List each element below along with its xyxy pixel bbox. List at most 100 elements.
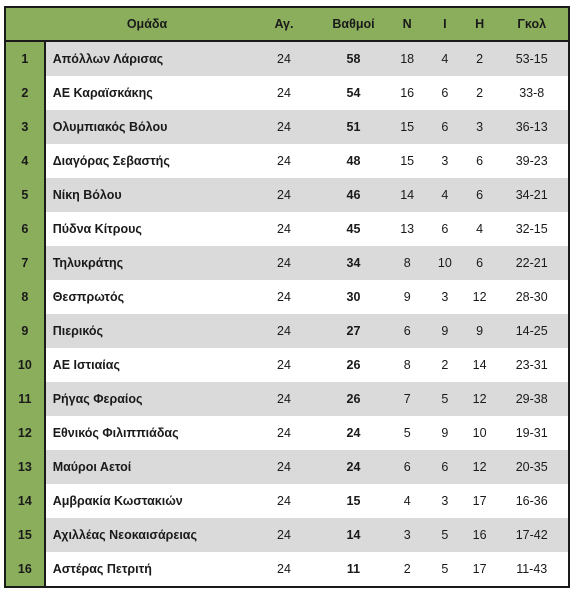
table-row: 13 Μαύροι Αετοί 24 24 6 6 12 20-35 <box>5 450 569 484</box>
cell-losses: 9 <box>463 314 496 348</box>
cell-position: 7 <box>5 246 46 280</box>
standings-table: Ομάδα Αγ. Βαθμοί Ν Ι Η Γκολ 1 Απόλλων Λάρ… <box>4 6 570 588</box>
cell-draws: 4 <box>426 41 464 76</box>
cell-losses: 6 <box>463 144 496 178</box>
cell-games-played: 24 <box>249 416 319 450</box>
cell-losses: 17 <box>463 552 496 587</box>
cell-team: Αχιλλέας Νεοκαισάρειας <box>44 518 250 552</box>
standings-header: Ομάδα Αγ. Βαθμοί Ν Ι Η Γκολ <box>5 7 569 42</box>
cell-games-played: 24 <box>249 552 319 587</box>
cell-team: Διαγόρας Σεβαστής <box>44 144 250 178</box>
header-team: Ομάδα <box>44 7 250 42</box>
cell-points: 24 <box>318 416 389 450</box>
cell-games-played: 24 <box>249 144 319 178</box>
cell-draws: 5 <box>426 552 464 587</box>
cell-goals: 19-31 <box>495 416 569 450</box>
cell-draws: 3 <box>426 484 464 518</box>
cell-wins: 4 <box>388 484 427 518</box>
cell-position: 16 <box>5 552 46 587</box>
cell-goals: 22-21 <box>495 246 569 280</box>
cell-draws: 9 <box>426 314 464 348</box>
cell-wins: 16 <box>388 76 427 110</box>
cell-wins: 6 <box>388 450 427 484</box>
cell-losses: 10 <box>463 416 496 450</box>
cell-wins: 13 <box>388 212 427 246</box>
cell-wins: 6 <box>388 314 427 348</box>
cell-points: 45 <box>318 212 389 246</box>
table-row: 11 Ρήγας Φεραίος 24 26 7 5 12 29-38 <box>5 382 569 416</box>
header-games-played: Αγ. <box>249 7 319 42</box>
cell-position: 5 <box>5 178 46 212</box>
cell-losses: 14 <box>463 348 496 382</box>
cell-games-played: 24 <box>249 110 319 144</box>
table-row: 16 Αστέρας Πετριτή 24 11 2 5 17 11-43 <box>5 552 569 587</box>
cell-position: 2 <box>5 76 46 110</box>
cell-games-played: 24 <box>249 212 319 246</box>
cell-draws: 6 <box>426 450 464 484</box>
cell-goals: 29-38 <box>495 382 569 416</box>
cell-losses: 12 <box>463 280 496 314</box>
header-wins: Ν <box>388 7 427 42</box>
cell-team: ΑΕ Καραϊσκάκης <box>44 76 250 110</box>
cell-points: 48 <box>318 144 389 178</box>
cell-losses: 2 <box>463 76 496 110</box>
cell-draws: 4 <box>426 178 464 212</box>
header-points: Βαθμοί <box>318 7 389 42</box>
cell-losses: 16 <box>463 518 496 552</box>
cell-points: 24 <box>318 450 389 484</box>
table-row: 9 Πιερικός 24 27 6 9 9 14-25 <box>5 314 569 348</box>
cell-goals: 36-13 <box>495 110 569 144</box>
cell-draws: 6 <box>426 76 464 110</box>
cell-points: 26 <box>318 382 389 416</box>
table-row: 1 Απόλλων Λάρισας 24 58 18 4 2 53-15 <box>5 41 569 76</box>
table-row: 14 Αμβρακία Κωστακιών 24 15 4 3 17 16-36 <box>5 484 569 518</box>
cell-position: 9 <box>5 314 46 348</box>
cell-draws: 9 <box>426 416 464 450</box>
cell-games-played: 24 <box>249 76 319 110</box>
cell-games-played: 24 <box>249 484 319 518</box>
cell-team: Νίκη Βόλου <box>44 178 250 212</box>
cell-games-played: 24 <box>249 382 319 416</box>
cell-wins: 8 <box>388 348 427 382</box>
cell-points: 51 <box>318 110 389 144</box>
cell-points: 30 <box>318 280 389 314</box>
cell-goals: 11-43 <box>495 552 569 587</box>
header-losses: Η <box>463 7 496 42</box>
cell-wins: 5 <box>388 416 427 450</box>
cell-draws: 2 <box>426 348 464 382</box>
cell-losses: 2 <box>463 41 496 76</box>
cell-team: ΑΕ Ιστιαίας <box>44 348 250 382</box>
cell-draws: 3 <box>426 144 464 178</box>
cell-losses: 17 <box>463 484 496 518</box>
cell-position: 15 <box>5 518 46 552</box>
cell-points: 26 <box>318 348 389 382</box>
table-row: 2 ΑΕ Καραϊσκάκης 24 54 16 6 2 33-8 <box>5 76 569 110</box>
cell-position: 10 <box>5 348 46 382</box>
cell-goals: 14-25 <box>495 314 569 348</box>
cell-draws: 6 <box>426 110 464 144</box>
cell-team: Αστέρας Πετριτή <box>44 552 250 587</box>
cell-wins: 15 <box>388 110 427 144</box>
cell-points: 14 <box>318 518 389 552</box>
cell-draws: 3 <box>426 280 464 314</box>
standings-body: 1 Απόλλων Λάρισας 24 58 18 4 2 53-15 2 ΑΕ Καραϊσκ… <box>5 41 569 587</box>
cell-team: Τηλυκράτης <box>44 246 250 280</box>
cell-team: Απόλλων Λάρισας <box>44 41 250 76</box>
cell-draws: 10 <box>426 246 464 280</box>
table-row: 5 Νίκη Βόλου 24 46 14 4 6 34-21 <box>5 178 569 212</box>
cell-team: Ρήγας Φεραίος <box>44 382 250 416</box>
cell-wins: 14 <box>388 178 427 212</box>
cell-position: 14 <box>5 484 46 518</box>
cell-position: 13 <box>5 450 46 484</box>
cell-team: Μαύροι Αετοί <box>44 450 250 484</box>
table-row: 7 Τηλυκράτης 24 34 8 10 6 22-21 <box>5 246 569 280</box>
cell-points: 54 <box>318 76 389 110</box>
cell-losses: 4 <box>463 212 496 246</box>
cell-draws: 5 <box>426 518 464 552</box>
cell-team: Θεσπρωτός <box>44 280 250 314</box>
cell-wins: 2 <box>388 552 427 587</box>
cell-wins: 18 <box>388 41 427 76</box>
cell-goals: 34-21 <box>495 178 569 212</box>
cell-goals: 28-30 <box>495 280 569 314</box>
cell-games-played: 24 <box>249 314 319 348</box>
